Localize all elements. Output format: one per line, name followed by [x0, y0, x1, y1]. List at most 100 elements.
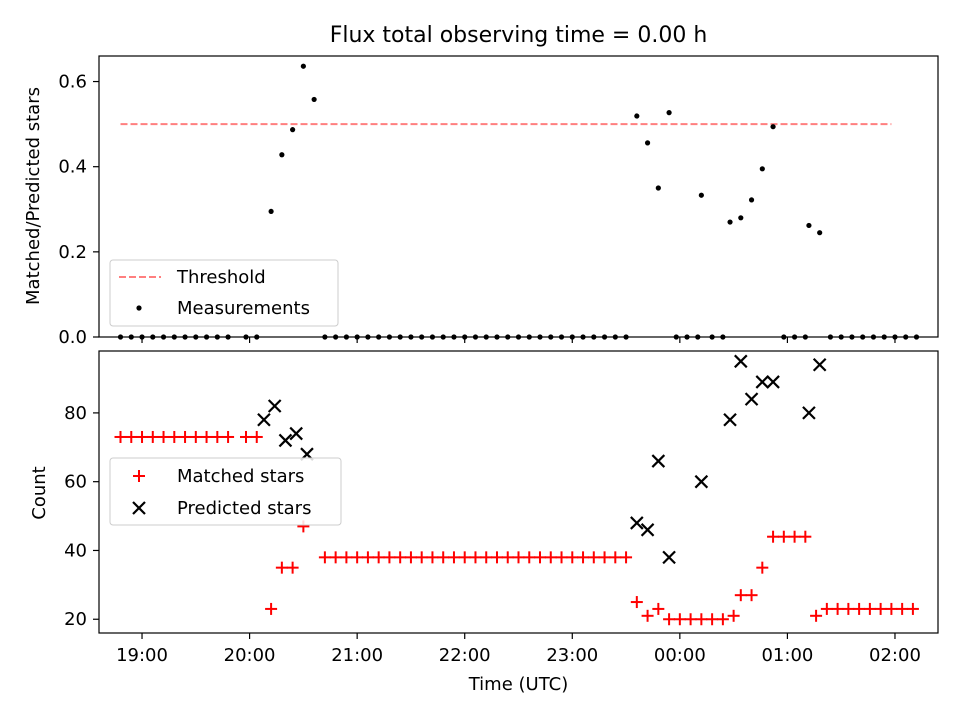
top-x-ticks — [141, 337, 896, 343]
bottom-y-tick-label: 60 — [64, 472, 87, 493]
bottom-x-tick-label: 23:00 — [546, 645, 598, 666]
matched-star-point — [329, 551, 342, 564]
matched-star-point — [885, 602, 898, 615]
predicted-star-stroke — [723, 413, 737, 427]
matched-star-point — [630, 596, 643, 609]
matched-star-point — [587, 551, 600, 564]
top-legend: Threshold Measurements — [109, 259, 339, 327]
matched-star-point — [200, 430, 213, 443]
predicted-star-point — [267, 399, 282, 413]
bottom-x-tick-label: 01:00 — [761, 645, 813, 666]
bottom-x-axis-label: Time (UTC) — [468, 674, 569, 695]
predicted-star-point — [766, 375, 780, 389]
bottom-legend-matched-swatch — [133, 470, 145, 482]
measurement-point — [738, 215, 744, 221]
matched-star-point — [896, 602, 909, 615]
matched-star-point — [265, 602, 278, 615]
matched-star-point — [275, 561, 288, 574]
predicted-star-point — [630, 516, 644, 530]
bottom-plot-frame — [98, 350, 939, 634]
measurement-point — [666, 110, 672, 116]
predicted-star-stroke — [734, 354, 748, 369]
predicted-star-point — [694, 474, 709, 489]
bottom-y-axis-label: Count — [29, 466, 50, 519]
matched-star-point — [544, 551, 557, 564]
top-y-tick-label: 0.6 — [58, 72, 87, 93]
predicted-star-stroke — [651, 454, 666, 468]
top-y-tick-label: 0.4 — [58, 157, 87, 178]
bottom-matched-points-group — [114, 430, 919, 626]
measurement-point — [300, 63, 306, 69]
matched-star-point — [853, 602, 866, 615]
bottom-x-tick-label: 02:00 — [869, 645, 921, 666]
predicted-star-stroke — [640, 523, 655, 537]
matched-star-point — [842, 602, 855, 615]
top-legend-threshold-label: Threshold — [176, 267, 266, 288]
bottom-x-tick-label: 19:00 — [116, 645, 168, 666]
matched-star-point — [620, 551, 633, 564]
matched-star-point — [447, 551, 460, 564]
bottom-y-tick-label: 40 — [64, 540, 87, 561]
matched-star-point — [469, 551, 482, 564]
top-title: Flux total observing time = 0.00 h — [330, 23, 708, 48]
matched-star-point — [189, 430, 202, 443]
top-legend-measurements-label: Measurements — [177, 298, 310, 319]
matched-star-point — [609, 551, 622, 564]
matched-star-point — [426, 551, 439, 564]
predicted-star-stroke — [278, 433, 293, 448]
measurement-point — [655, 185, 661, 191]
matched-star-point — [874, 602, 887, 615]
matched-star-point — [799, 530, 812, 543]
matched-star-point — [767, 530, 780, 543]
bottom-y-ticks: 20 40 60 80 — [64, 403, 99, 630]
matched-star-point — [727, 609, 740, 622]
bottom-panel: Count Time (UTC) 20 40 60 80 19:00 20:00 21:0… — [29, 350, 939, 695]
matched-star-point — [716, 613, 729, 626]
bottom-x-tick-label: 22:00 — [439, 645, 491, 666]
matched-star-point — [831, 602, 844, 615]
matched-star-point — [777, 530, 790, 543]
bottom-legend-predicted-swatch — [132, 501, 146, 515]
bottom-y-tick-label: 80 — [64, 403, 87, 424]
matched-star-point — [146, 430, 159, 443]
predicted-star-point — [640, 523, 655, 537]
predicted-star-stroke — [744, 392, 759, 406]
matched-star-point — [179, 430, 192, 443]
matched-star-point — [745, 589, 758, 602]
matched-star-point — [168, 430, 181, 443]
top-y-tick-label: 0.2 — [58, 242, 87, 263]
bottom-y-tick-label: 20 — [64, 609, 87, 630]
bottom-x-ticks: 19:00 20:00 21:00 22:00 23:00 00:00 01:00 02:00 — [116, 633, 921, 666]
matched-star-point — [641, 609, 654, 622]
predicted-star-stroke — [630, 516, 644, 530]
measurement-point — [817, 230, 823, 236]
top-plot-frame — [98, 55, 939, 338]
predicted-star-point — [802, 406, 816, 420]
top-y-tick-label: 0.0 — [58, 327, 87, 348]
matched-star-point — [361, 551, 374, 564]
measurement-point — [290, 127, 296, 133]
matched-star-point — [684, 613, 697, 626]
matched-star-point — [480, 551, 493, 564]
matched-star-point — [512, 551, 525, 564]
measurement-point — [268, 208, 274, 215]
matched-star-point — [756, 561, 769, 574]
matched-star-point — [250, 430, 263, 443]
top-panel: Flux total observing time = 0.00 h Match… — [23, 23, 939, 348]
predicted-star-point — [723, 413, 737, 427]
top-legend-box — [109, 259, 339, 327]
top-y-ticks: 0.0 0.2 0.4 0.6 — [58, 72, 99, 348]
predicted-star-point — [278, 433, 293, 448]
matched-star-point — [286, 561, 299, 574]
matched-star-point — [340, 551, 353, 564]
matched-star-point — [788, 530, 801, 543]
predicted-star-stroke — [257, 413, 271, 427]
matched-star-point — [114, 430, 127, 443]
matched-star-point — [706, 613, 719, 626]
matched-star-point — [820, 602, 833, 615]
matched-star-point — [810, 609, 823, 622]
matched-star-point — [734, 589, 747, 602]
matched-star-point — [555, 551, 568, 564]
